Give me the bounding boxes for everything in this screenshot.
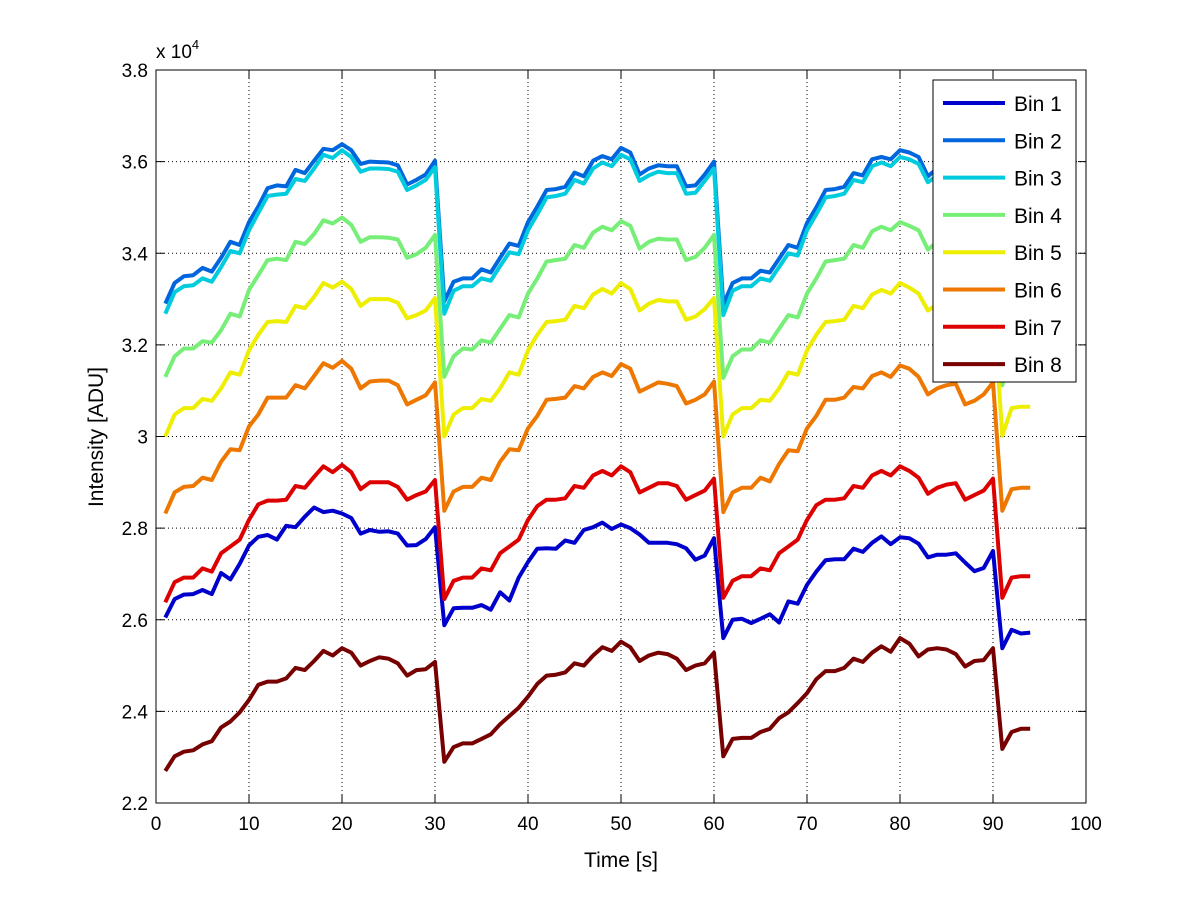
exponent-label: x 104 bbox=[156, 37, 199, 63]
y-axis-title: Intensity [ADU] bbox=[85, 367, 108, 507]
x-axis-title: Time [s] bbox=[584, 849, 658, 872]
legend-label-bin-7: Bin 7 bbox=[1014, 317, 1062, 340]
series-line-bin-6 bbox=[163, 358, 1031, 515]
legend-label-bin-5: Bin 5 bbox=[1014, 242, 1062, 265]
legend-label-bin-6: Bin 6 bbox=[1014, 280, 1062, 303]
legend-label-bin-4: Bin 4 bbox=[1014, 205, 1062, 228]
exponent-power: 4 bbox=[192, 37, 199, 52]
y-tick-label: 3 bbox=[137, 428, 148, 449]
y-tick-label: 2.2 bbox=[122, 794, 148, 815]
x-tick-label: 100 bbox=[1070, 814, 1102, 835]
y-tick-label: 2.6 bbox=[122, 611, 148, 632]
axis-ticks bbox=[155, 69, 1087, 804]
y-tick-label: 3.2 bbox=[122, 336, 148, 357]
x-tick-label: 20 bbox=[331, 814, 352, 835]
y-tick-label: 3.8 bbox=[122, 61, 148, 82]
series-line-bin-7 bbox=[163, 462, 1031, 604]
legend: Bin 1 Bin 2 Bin 3 Bin 4 Bin 5 Bin 6 Bin 7 Bin 8 bbox=[932, 79, 1077, 383]
legend-box bbox=[932, 79, 1077, 383]
legend-label-bin-3: Bin 3 bbox=[1014, 168, 1062, 191]
series-lines bbox=[163, 142, 1031, 772]
legend-label-bin-1: Bin 1 bbox=[1014, 93, 1062, 116]
x-tick-label: 50 bbox=[610, 814, 631, 835]
x-tick-label: 90 bbox=[982, 814, 1003, 835]
y-tick-label: 2.4 bbox=[122, 702, 149, 723]
series-line-bin-3 bbox=[163, 148, 1031, 324]
y-tick-label: 3.4 bbox=[122, 244, 149, 265]
series-line-bin-5 bbox=[163, 279, 1031, 439]
series-line-bin-2 bbox=[163, 142, 1031, 316]
legend-label-bin-2: Bin 2 bbox=[1014, 130, 1062, 153]
series-line-bin-4 bbox=[163, 215, 1031, 388]
x-tick-label: 10 bbox=[238, 814, 259, 835]
series-line-bin-1 bbox=[163, 505, 1031, 651]
x-tick-label: 0 bbox=[151, 814, 162, 835]
x-tick-label: 80 bbox=[889, 814, 910, 835]
y-tick-labels: 2.2 2.4 2.6 2.8 3 3.2 3.4 3.6 3.8 bbox=[122, 61, 149, 815]
x-tick-label: 30 bbox=[424, 814, 445, 835]
series-line-bin-8 bbox=[163, 636, 1031, 772]
y-tick-label: 3.6 bbox=[122, 153, 148, 174]
x-tick-labels: 0 10 20 30 40 50 60 70 80 90 100 bbox=[151, 814, 1102, 835]
legend-label-bin-8: Bin 8 bbox=[1014, 354, 1062, 377]
y-tick-label: 2.8 bbox=[122, 519, 148, 540]
grid-lines bbox=[156, 70, 1086, 803]
x-tick-label: 60 bbox=[703, 814, 724, 835]
x-tick-label: 40 bbox=[517, 814, 538, 835]
x-tick-label: 70 bbox=[796, 814, 817, 835]
